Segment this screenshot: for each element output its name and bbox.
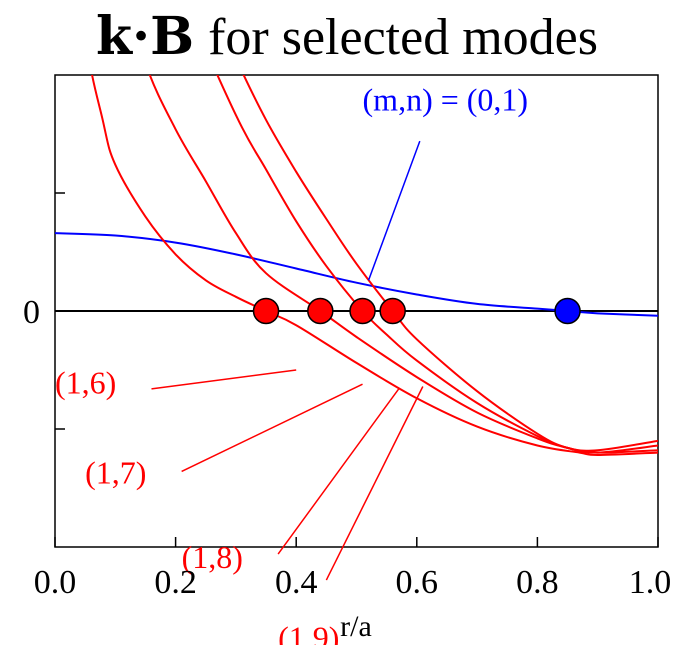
annotation-leader [151, 369, 297, 390]
chart-title-bold: k·B [96, 6, 194, 67]
annotation-leader [181, 383, 363, 473]
root-marker [379, 297, 406, 325]
annotation-leader [367, 140, 421, 281]
annotation-leader [277, 388, 400, 555]
x-axis-label: r/a [340, 610, 372, 643]
x-tick-labels: 0.0 0.2 0.4 0.6 0.8 1.0 [34, 564, 672, 601]
annotation-label: (1,9) [278, 619, 339, 645]
annotations: (m,n) = (0,1) (1,6) (1,7) (1,8) (1,9) [55, 81, 528, 645]
root-marker [349, 297, 376, 325]
x-tick-label: 0.4 [275, 564, 318, 601]
chart-title-rest: for selected modes [208, 9, 598, 66]
annotation-label: (1,6) [55, 365, 116, 401]
x-tick-label: 0.0 [34, 564, 77, 601]
root-marker [252, 297, 280, 325]
annotation-leader [325, 386, 424, 581]
root-markers [252, 297, 581, 325]
chart-title: k·B for selected modes [96, 6, 598, 67]
y-tick-zero: 0 [23, 294, 40, 331]
annotation-label: (1,8) [182, 539, 243, 575]
series-line [216, 75, 658, 454]
x-tick-label: 0.2 [154, 564, 197, 601]
root-marker [307, 297, 334, 325]
series-line [242, 75, 658, 452]
annotation-label: (1,7) [85, 454, 146, 490]
annotation-label: (m,n) = (0,1) [363, 81, 529, 117]
x-tick-label: 1.0 [629, 564, 672, 601]
axis-ticks [54, 192, 659, 547]
x-tick-label: 0.6 [396, 564, 439, 601]
root-marker [554, 297, 581, 325]
x-tick-label: 0.8 [516, 564, 559, 601]
